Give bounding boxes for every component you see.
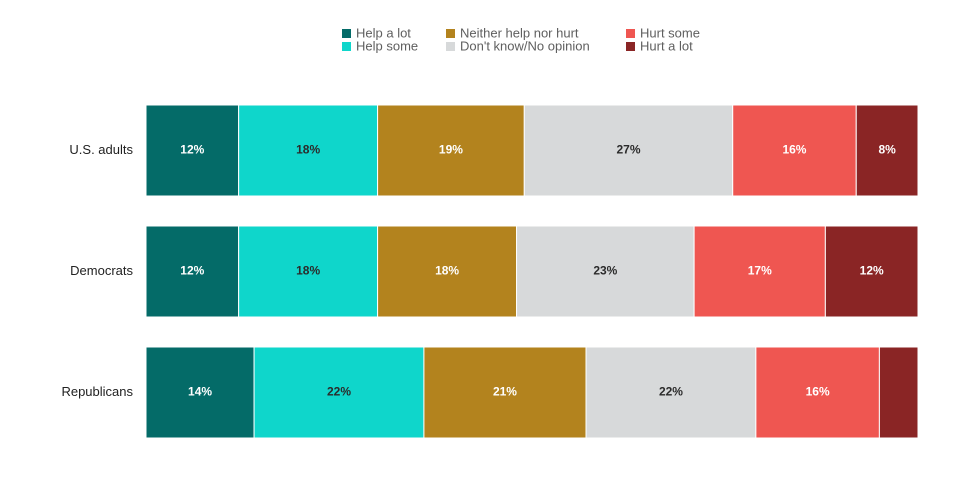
bar-segment-u-s-adults-hurt-some [732,104,857,197]
legend-swatch-hurt-a-lot [626,42,635,51]
bar-segment-u-s-adults-help-a-lot [145,104,240,197]
bar-segment-u-s-adults-neither-help-nor-hurt [377,104,525,197]
legend-label-hurt-some: Hurt some [640,25,700,40]
legend-label-help-a-lot: Help a lot [356,25,411,40]
legend-swatch-help-a-lot [342,29,351,38]
bar-segment-democrats-neither-help-nor-hurt [377,225,518,318]
data-label-democrats-help-a-lot: 12% [180,264,204,278]
category-labels: U.S. adults Democrats Republicans [61,142,133,399]
category-label-republicans: Republicans [61,384,133,399]
bars: 12% 18% 19% 27% 16% 8% 12% 18% 18% 23% 17% 12% 14% 22… [145,104,919,439]
data-label-democrats-hurt-a-lot: 12% [860,264,884,278]
bar-segment-republicans-help-a-lot [145,346,255,439]
data-label-u-s-adults-help-a-lot: 12% [180,143,204,157]
data-label-u-s-adults-help-some: 18% [296,143,320,157]
data-label-democrats-hurt-some: 17% [748,264,772,278]
data-label-republicans-help-a-lot: 14% [188,385,212,399]
legend-label-don-t-know-no-opinion: Don't know/No opinion [460,38,590,53]
data-label-republicans-don-t-know-no-opinion: 22% [659,385,683,399]
data-label-u-s-adults-neither-help-nor-hurt: 19% [439,143,463,157]
bar-segment-u-s-adults-don-t-know-no-opinion [523,104,734,197]
data-label-u-s-adults-hurt-some: 16% [782,143,806,157]
data-label-u-s-adults-hurt-a-lot: 8% [878,143,896,157]
legend-swatch-neither-help-nor-hurt [446,29,455,38]
legend-label-neither-help-nor-hurt: Neither help nor hurt [460,25,579,40]
data-label-u-s-adults-don-t-know-no-opinion: 27% [616,143,640,157]
data-label-republicans-neither-help-nor-hurt: 21% [493,385,517,399]
category-label-u-s-adults: U.S. adults [69,142,133,157]
bar-segment-democrats-don-t-know-no-opinion [516,225,695,318]
data-label-democrats-neither-help-nor-hurt: 18% [435,264,459,278]
bar-segment-u-s-adults-help-some [238,104,379,197]
data-label-democrats-don-t-know-no-opinion: 23% [593,264,617,278]
bar-segment-republicans-neither-help-nor-hurt [423,346,587,439]
legend-label-hurt-a-lot: Hurt a lot [640,38,693,53]
bar-segment-democrats-hurt-some [693,225,826,318]
bar-segment-republicans-hurt-a-lot [878,346,919,439]
legend-label-help-some: Help some [356,38,418,53]
category-label-democrats: Democrats [70,263,133,278]
data-label-republicans-hurt-some: 16% [806,385,830,399]
data-label-republicans-help-some: 22% [327,385,351,399]
data-label-democrats-help-some: 18% [296,264,320,278]
bar-segment-u-s-adults-hurt-a-lot [855,104,919,197]
bar-segment-democrats-help-a-lot [145,225,240,318]
legend-swatch-don-t-know-no-opinion [446,42,455,51]
bar-segment-republicans-help-some [253,346,425,439]
bar-segment-republicans-don-t-know-no-opinion [585,346,757,439]
bar-segment-democrats-hurt-a-lot [824,225,919,318]
bar-segment-republicans-hurt-some [755,346,880,439]
legend-swatch-hurt-some [626,29,635,38]
legend-swatch-help-some [342,42,351,51]
